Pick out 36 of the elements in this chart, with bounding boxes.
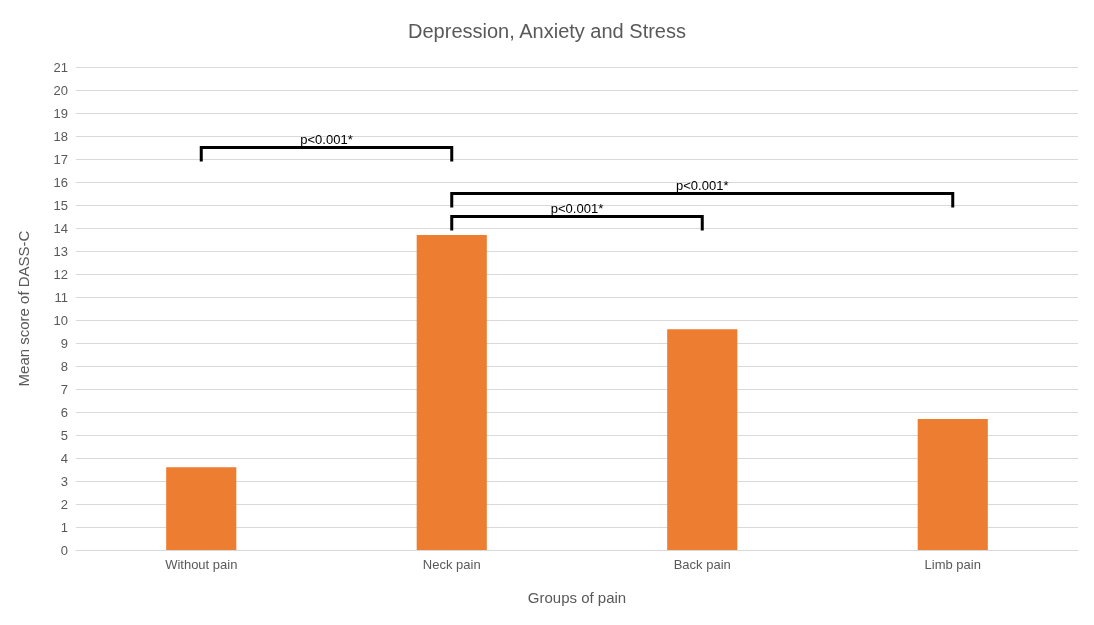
annotation: p<0.001* (676, 177, 729, 193)
y-tick-label: 3 (60, 473, 68, 489)
y-tick-label: 17 (53, 151, 68, 167)
y-tick-label: 8 (60, 358, 68, 374)
y-tick-label: 5 (60, 427, 68, 443)
y-tick-label: 18 (53, 128, 68, 144)
y-tick-label: 16 (53, 174, 68, 190)
bar (166, 467, 237, 550)
x-tick-label: Back pain (673, 557, 731, 572)
y-tick-label: 10 (53, 312, 68, 328)
y-tick-label: 4 (60, 450, 68, 466)
y-tick-label: 19 (53, 105, 68, 121)
x-tick-label: Neck pain (422, 557, 481, 572)
y-tick-label: 6 (60, 404, 68, 420)
chart-title: Depression, Anxiety and Stress (408, 20, 686, 42)
y-tick-label: 20 (53, 82, 68, 98)
bar (917, 418, 988, 550)
y-tick-label: 2 (60, 496, 68, 512)
y-tick-label: 14 (53, 220, 68, 236)
y-tick-label: 21 (53, 59, 68, 75)
y-tick-label: 0 (60, 542, 68, 558)
bar (416, 234, 487, 550)
x-tick-label: Limb pain (924, 557, 981, 572)
annotation: p<0.001* (550, 200, 604, 216)
y-tick-label: 9 (60, 335, 68, 351)
annotation: p<0.001* (300, 131, 353, 147)
y-tick-label: 13 (53, 243, 68, 259)
y-tick-label: 1 (60, 519, 68, 535)
bar (667, 329, 738, 550)
y-tick-label: 7 (60, 381, 68, 397)
x-axis-title: Groups of pain (527, 589, 627, 606)
y-tick-label: 12 (53, 266, 68, 282)
y-tick-label: 15 (53, 197, 68, 213)
y-axis-title: Mean score of DASS-C (15, 230, 32, 387)
y-tick-label: 11 (54, 289, 68, 305)
x-tick-label: Without pain (165, 557, 238, 572)
